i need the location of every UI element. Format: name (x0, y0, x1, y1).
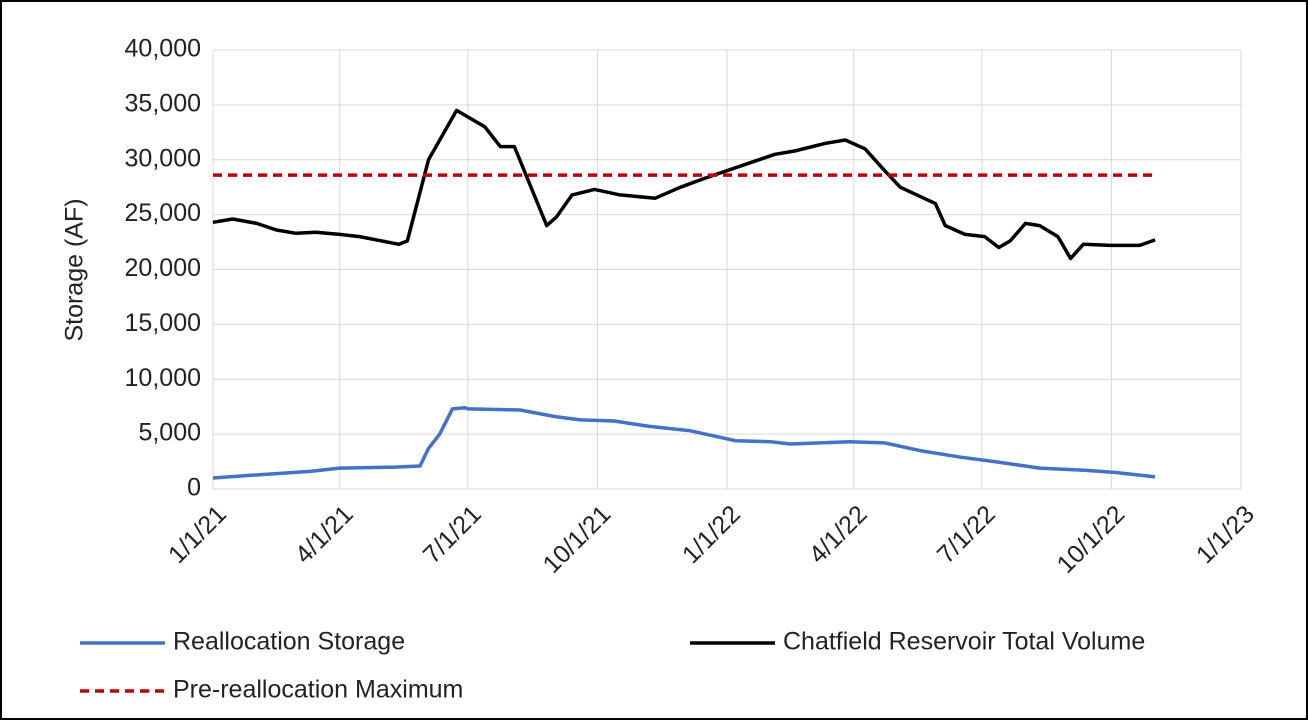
legend-label: Chatfield Reservoir Total Volume (783, 628, 1145, 656)
y-axis-label: Storage (AF) (61, 198, 89, 341)
y-tick-label: 40,000 (125, 35, 201, 63)
y-tick-label: 15,000 (125, 309, 201, 337)
y-tick-label: 5,000 (138, 419, 201, 447)
legend-label: Reallocation Storage (173, 628, 405, 656)
y-tick-label: 25,000 (125, 199, 201, 227)
series-line (212, 406, 1156, 480)
series-line (212, 108, 1156, 261)
y-tick-label: 0 (187, 474, 201, 502)
y-tick-label: 35,000 (125, 89, 201, 117)
legend-label: Pre-reallocation Maximum (173, 676, 463, 704)
y-tick-label: 10,000 (125, 364, 201, 392)
y-tick-label: 20,000 (125, 254, 201, 282)
y-tick-label: 30,000 (125, 144, 201, 172)
